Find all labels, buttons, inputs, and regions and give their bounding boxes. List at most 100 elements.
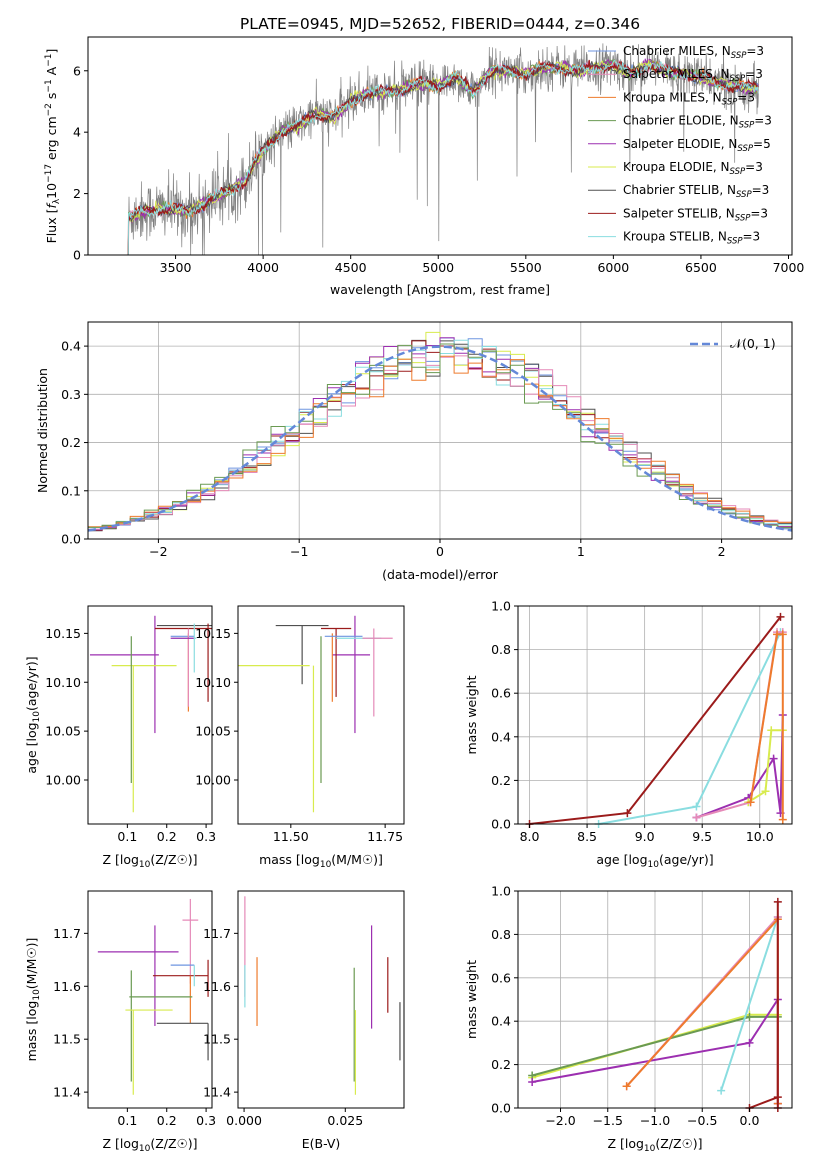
axis-label-part: ] [44, 49, 59, 54]
legend-label: Chabrier ELODIE, NSSP=3 [623, 114, 772, 131]
y-tick-label: 10.05 [195, 724, 231, 739]
legend-text: Kroupa ELODIE, N [623, 160, 730, 174]
weight-line-salpeter_stelib [529, 616, 782, 825]
x-tick-label: 0.1 [117, 1113, 137, 1128]
y-tick-label: 11.4 [53, 1085, 81, 1100]
chart-weight_vs_age: 8.0 8.5 9.0 9.5 10.0 0.0 0.2 0.4 0.6 0.8 1.0 age [l… [464, 599, 793, 870]
legend-text: Kroupa STELIB, N [623, 230, 727, 244]
legend-nssp: =3 [746, 44, 764, 58]
x-tick-label: −1.5 [593, 1113, 623, 1128]
axis-label-part: (Z/Z☉)] [655, 1136, 702, 1151]
legend-subscript: SSP [739, 121, 755, 131]
weight-marker-salpeter_stelib [623, 809, 632, 818]
legend-subscript: SSP [735, 213, 751, 223]
legend-nssp: =3 [745, 160, 763, 174]
x-tick-label: 0.1 [117, 829, 137, 844]
x-tick-label: 11.50 [273, 829, 309, 844]
legend-subscript: SSP [737, 144, 753, 154]
axis-label: age [log10(age/yr)] [24, 656, 42, 773]
axes-frame [517, 605, 793, 825]
x-tick-label: 7000 [773, 260, 805, 275]
y-tick-label: 10.05 [45, 724, 81, 739]
y-tick-label: 0.6 [491, 970, 511, 985]
axis-label-part: 10 [32, 989, 42, 1001]
chart-mass_vs_Z: 0.1 0.2 0.311.411.511.611.7Z [log10(Z/Z☉)]… [24, 890, 216, 1154]
y-tick-label: 6 [73, 63, 81, 78]
weight-marker-kroupa_miles [778, 815, 787, 824]
axis-label-part: f [44, 203, 59, 209]
weight-line-kroupa_stelib [720, 916, 779, 1091]
chart-weight_vs_Z: −2.0 −1.5 −1.0 −0.5 0.0 0.0 0.2 0.4 0.6 0.8 1.0 Z [… [464, 884, 793, 1154]
histogram-chabrier_elodie [88, 343, 792, 529]
y-tick-label: 10.15 [195, 626, 231, 641]
x-tick-label: 6500 [685, 260, 717, 275]
legend-nssp: =3 [745, 67, 763, 81]
axis-label: mass [log10(M/M☉)] [24, 938, 42, 1062]
y-tick-label: 0.2 [491, 1057, 511, 1072]
axis-label-part: Z [log [607, 1136, 643, 1151]
y-tick-label: 0.3 [61, 387, 81, 402]
spectrum-model-salpeter_stelib [127, 59, 759, 256]
gaussian-curve [87, 345, 793, 532]
axis-label-part: (Z/Z☉)] [150, 1136, 197, 1151]
y-tick-label: 1.0 [491, 884, 511, 899]
weight-line-salpeter_miles [696, 631, 783, 819]
x-tick-label: 2 [718, 544, 726, 559]
legend-nssp: =3 [750, 206, 768, 220]
x-tick-label: 0.025 [327, 1113, 363, 1128]
legend-text: Salpeter ELODIE, N [623, 137, 737, 151]
axis-label-part: age [log [596, 852, 647, 867]
x-tick-label: −0.5 [687, 1113, 717, 1128]
axis-label: mass [log10(M/M☉)] [259, 852, 383, 870]
axis-label-part: λ [52, 198, 62, 204]
weight-marker-salpeter_miles [692, 813, 701, 822]
weight-marker-kroupa_miles [622, 1082, 631, 1091]
axis-label-part: −1 [44, 53, 54, 66]
legend-nssp: =3 [743, 230, 761, 244]
weight-marker-kroupa_elodie [767, 726, 776, 735]
y-axis-label: Normed distribution [35, 368, 50, 493]
chart-spectrum: 3500 4000 4500 5000 5500 6000 6500 7000 0 2 4 6 wave… [44, 36, 805, 297]
axes-frame [87, 890, 213, 1109]
y-tick-label: 1.0 [491, 599, 511, 614]
y-tick-label: 4 [73, 125, 81, 140]
legend-subscript: SSP [727, 237, 743, 247]
axes-frame [87, 36, 793, 256]
y-tick-label: 0.0 [491, 1101, 511, 1116]
y-tick-label: 2 [73, 186, 81, 201]
chart-age_vs_mass: 11.50 11.75 10.00 10.05 10.10 10.15 mass [log1… [195, 605, 405, 870]
legend-label: Salpeter STELIB, NSSP=3 [623, 206, 768, 223]
x-axis-label: E(B-V) [302, 1136, 341, 1151]
axes-frame [87, 605, 213, 825]
y-tick-label: 0.1 [61, 483, 81, 498]
weight-marker-salpeter_elodie [745, 1038, 754, 1047]
x-tick-label: 4000 [247, 260, 279, 275]
y-tick-label: 11.5 [53, 1032, 81, 1047]
legend-subscript: SSP [722, 97, 738, 107]
axis-label-part: A [44, 66, 59, 79]
legend-label: Chabrier MILES, NSSP=3 [623, 44, 764, 61]
legend-nssp: =5 [753, 137, 771, 151]
axis-label-part: 10 [139, 860, 151, 870]
histogram-salpeter_elodie [88, 337, 792, 531]
x-tick-label: 0.2 [157, 1113, 177, 1128]
legend-subscript: SSP [730, 74, 746, 84]
x-tick-label: −1 [290, 544, 308, 559]
legend-nssp: =3 [754, 114, 772, 128]
weight-marker-salpeter_stelib [776, 612, 785, 621]
y-tick-label: 11.4 [203, 1085, 231, 1100]
weight-marker-salpeter_elodie [769, 754, 778, 763]
weight-marker-kroupa_miles [746, 798, 755, 807]
y-tick-label: 0.4 [491, 729, 511, 744]
y-tick-label: 11.6 [53, 979, 81, 994]
weight-marker-kroupa_miles [778, 630, 787, 639]
x-tick-label: −2.0 [545, 1113, 575, 1128]
y-tick-label: 0.8 [491, 642, 511, 657]
axis-label-part: 10 [44, 183, 59, 199]
y-tick-label: 0.8 [491, 927, 511, 942]
x-tick-label: 6000 [597, 260, 629, 275]
y-tick-label: 10.10 [45, 675, 81, 690]
y-tick-label: 0.0 [491, 817, 511, 832]
x-tick-label: 10.0 [746, 829, 774, 844]
weight-line-kroupa_stelib [598, 631, 782, 825]
